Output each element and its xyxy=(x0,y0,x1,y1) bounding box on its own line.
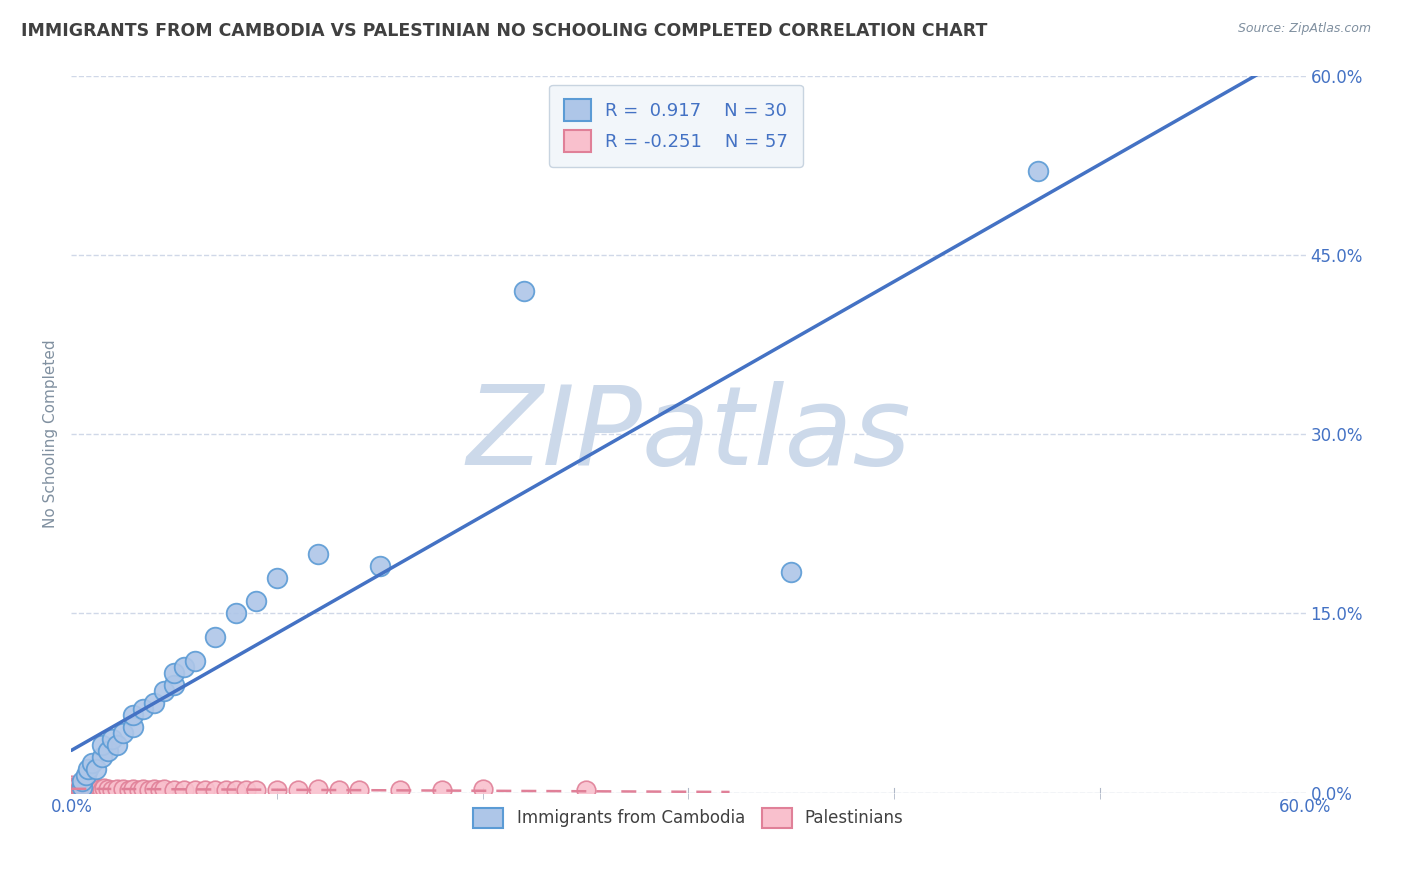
Point xyxy=(1026,164,1049,178)
Point xyxy=(70,773,93,788)
Point xyxy=(72,782,94,797)
Point xyxy=(101,783,124,797)
Point xyxy=(307,782,329,797)
Point xyxy=(513,284,536,298)
Point xyxy=(101,731,124,746)
Point xyxy=(163,783,186,797)
Point xyxy=(91,738,114,752)
Point xyxy=(76,780,98,795)
Point xyxy=(780,565,803,579)
Point xyxy=(89,782,111,797)
Point xyxy=(328,783,350,797)
Point xyxy=(60,783,83,797)
Point xyxy=(72,780,94,794)
Point xyxy=(245,594,267,608)
Point xyxy=(574,783,596,797)
Point xyxy=(84,762,107,776)
Point xyxy=(65,780,87,795)
Point xyxy=(91,783,114,797)
Text: Source: ZipAtlas.com: Source: ZipAtlas.com xyxy=(1237,22,1371,36)
Point xyxy=(173,783,195,797)
Point xyxy=(111,726,134,740)
Point xyxy=(153,782,176,797)
Point xyxy=(368,558,391,573)
Point xyxy=(184,783,207,797)
Point xyxy=(389,783,412,797)
Text: ZIPatlas: ZIPatlas xyxy=(467,381,911,488)
Point xyxy=(75,782,97,797)
Point xyxy=(76,783,98,797)
Point xyxy=(138,783,160,797)
Point xyxy=(70,780,93,795)
Point xyxy=(80,780,103,794)
Point xyxy=(471,782,494,797)
Y-axis label: No Schooling Completed: No Schooling Completed xyxy=(44,340,58,528)
Point xyxy=(266,570,288,584)
Point xyxy=(69,780,91,795)
Point xyxy=(97,744,120,758)
Point xyxy=(84,780,107,795)
Point xyxy=(80,782,103,797)
Point xyxy=(204,630,226,644)
Point xyxy=(97,782,120,797)
Point xyxy=(79,782,101,797)
Point xyxy=(91,749,114,764)
Point xyxy=(66,780,89,794)
Point xyxy=(122,720,145,734)
Point xyxy=(105,738,128,752)
Point xyxy=(163,678,186,692)
Point xyxy=(194,783,217,797)
Point xyxy=(118,783,141,797)
Point xyxy=(225,783,247,797)
Point xyxy=(69,782,91,797)
Point xyxy=(93,780,115,795)
Point xyxy=(349,783,371,797)
Point xyxy=(75,780,97,795)
Point xyxy=(235,783,257,797)
Point xyxy=(245,783,267,797)
Point xyxy=(62,780,84,794)
Point xyxy=(214,783,236,797)
Point xyxy=(122,782,145,797)
Point xyxy=(84,782,107,797)
Point xyxy=(62,782,84,797)
Point xyxy=(142,696,165,710)
Point xyxy=(76,762,98,776)
Point xyxy=(225,607,247,621)
Point xyxy=(66,782,89,797)
Point xyxy=(122,708,145,723)
Point xyxy=(70,783,93,797)
Point xyxy=(142,782,165,797)
Point xyxy=(60,779,83,793)
Point xyxy=(70,780,93,794)
Point xyxy=(184,654,207,668)
Point xyxy=(80,756,103,770)
Point xyxy=(153,684,176,698)
Point xyxy=(105,782,128,797)
Point xyxy=(266,783,288,797)
Point xyxy=(132,702,155,716)
Point xyxy=(430,783,453,797)
Point xyxy=(287,783,309,797)
Point xyxy=(65,783,87,797)
Point xyxy=(132,782,155,797)
Point xyxy=(111,782,134,797)
Point xyxy=(75,768,97,782)
Point xyxy=(60,780,83,795)
Legend: Immigrants from Cambodia, Palestinians: Immigrants from Cambodia, Palestinians xyxy=(467,801,910,835)
Text: IMMIGRANTS FROM CAMBODIA VS PALESTINIAN NO SCHOOLING COMPLETED CORRELATION CHART: IMMIGRANTS FROM CAMBODIA VS PALESTINIAN … xyxy=(21,22,987,40)
Point xyxy=(128,783,150,797)
Point xyxy=(163,666,186,681)
Point xyxy=(149,783,172,797)
Point xyxy=(204,783,226,797)
Point xyxy=(307,547,329,561)
Point xyxy=(173,660,195,674)
